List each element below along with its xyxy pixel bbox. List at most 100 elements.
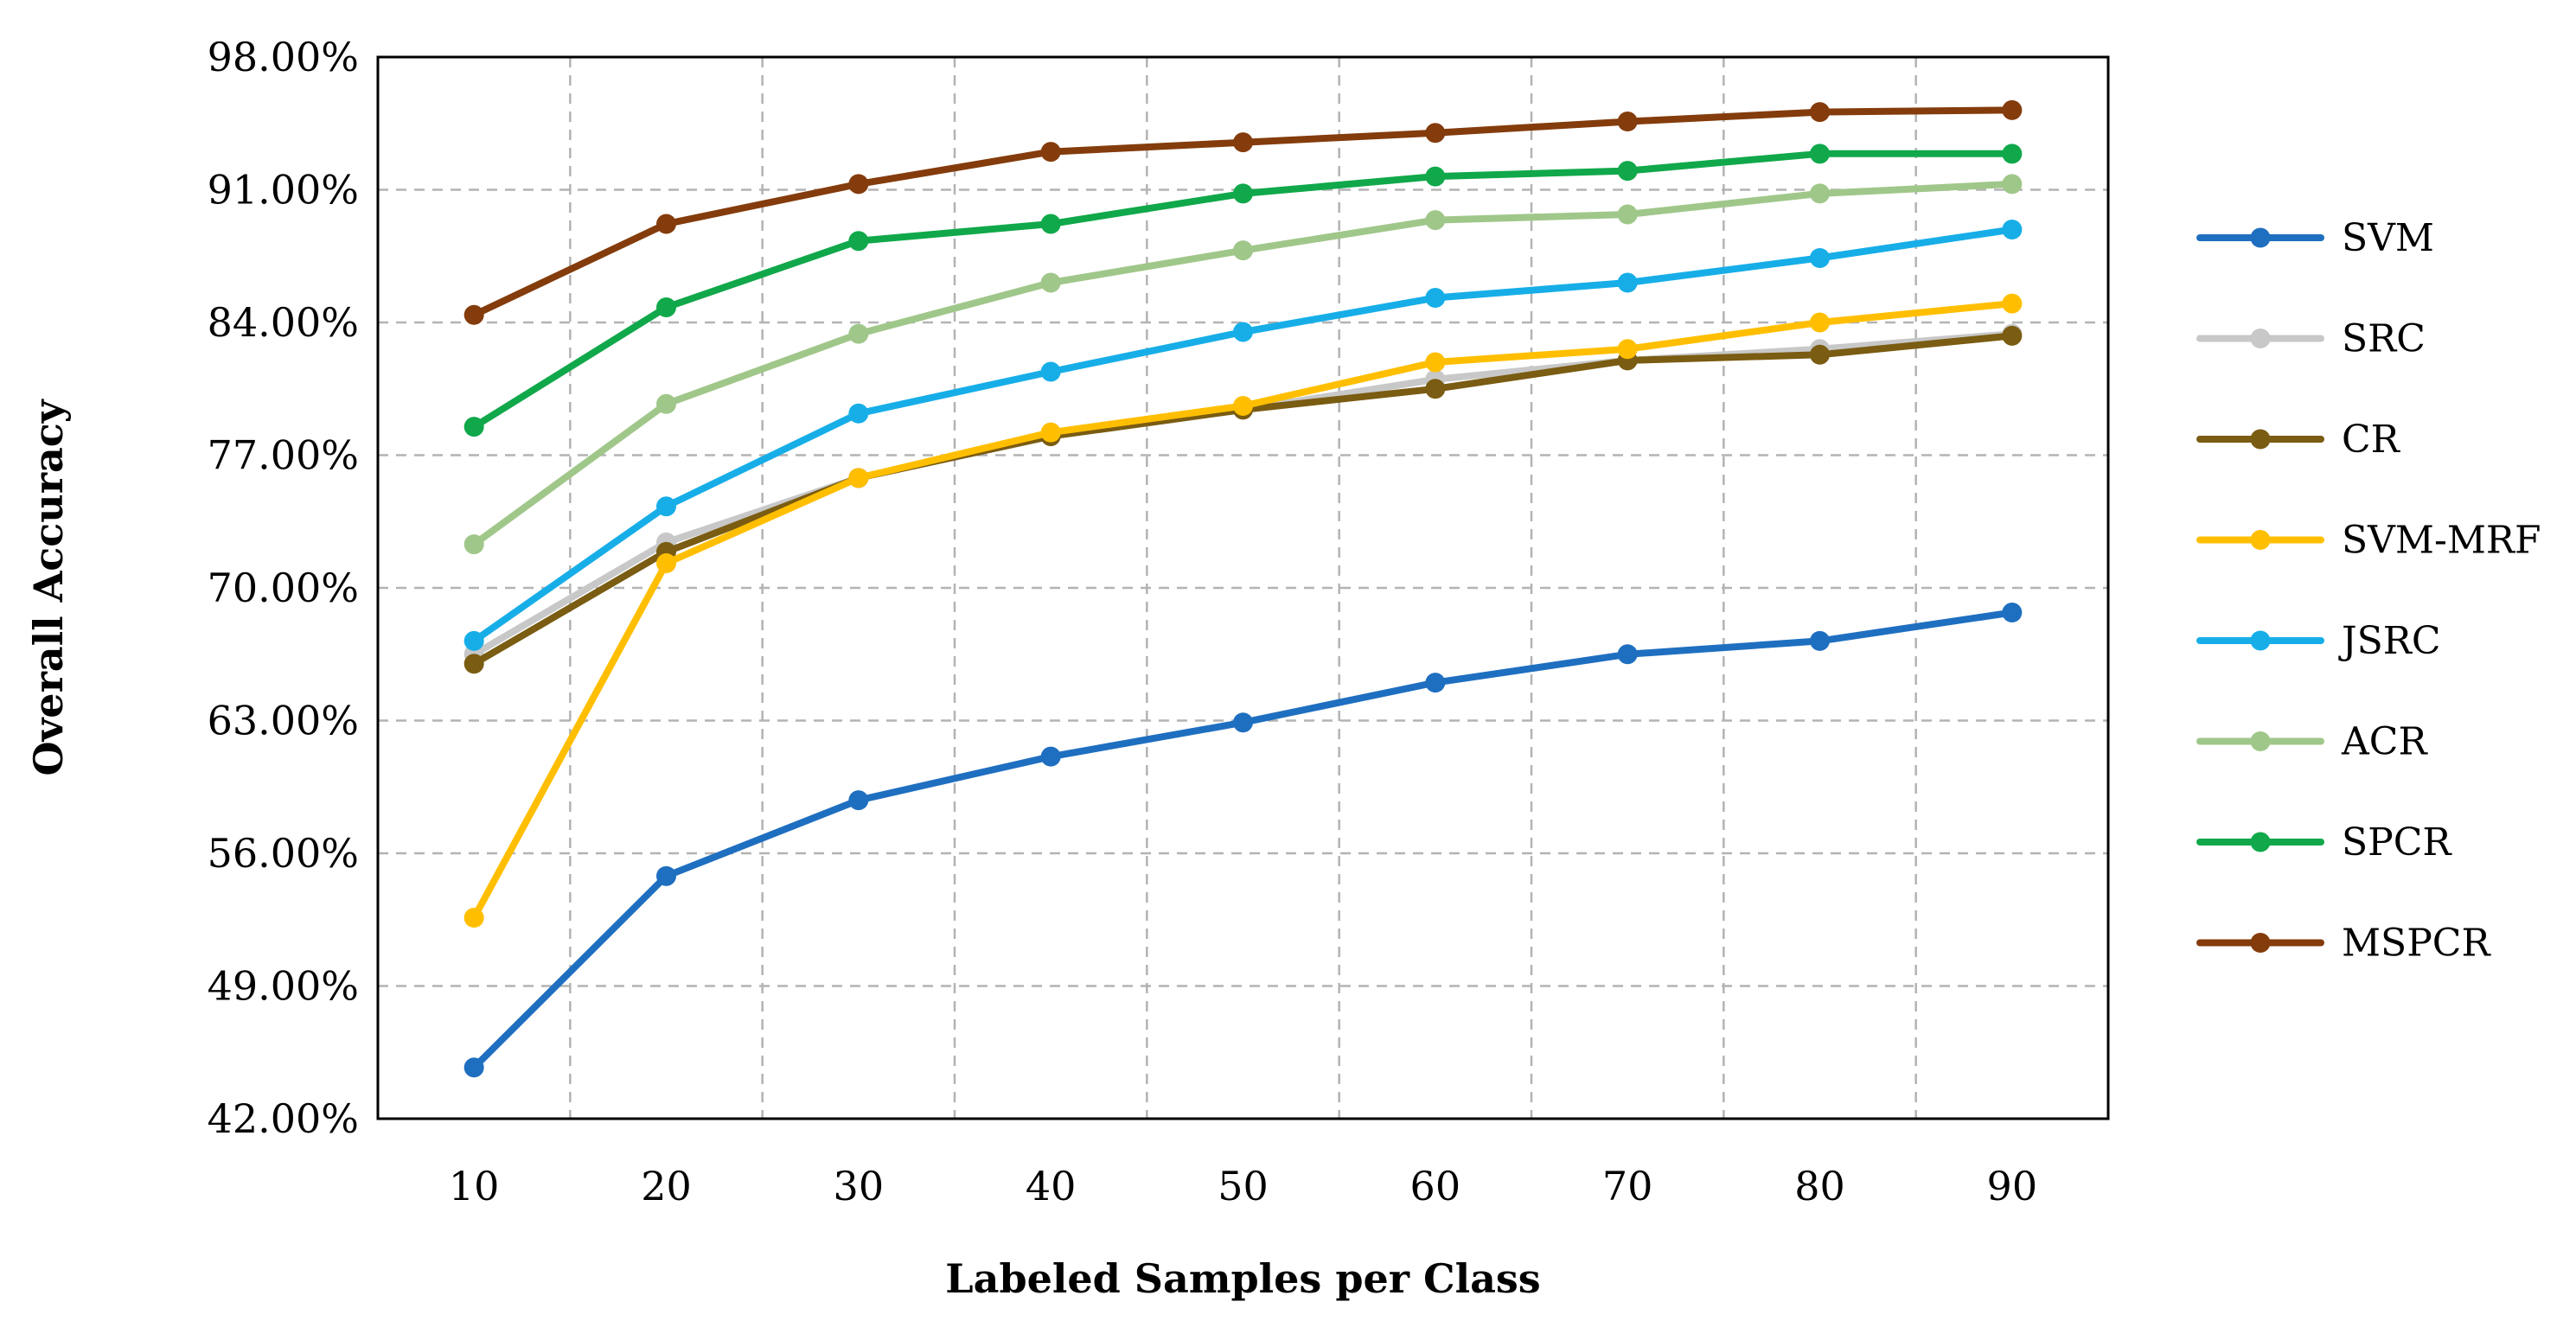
legend-item-spcr: SPCR [2196,820,2452,865]
y-tick-label: 77.00% [208,432,359,479]
data-point-jsrc [848,403,869,424]
legend: SVM SRC CR SVM-MRF JSRC ACR SPCR MSPCR [2196,216,2541,966]
x-tick-label: 70 [1602,1163,1653,1209]
y-tick-label: 42.00% [208,1095,359,1142]
legend-label: SVM [2342,216,2434,260]
data-point-spcr [1233,183,1253,204]
data-point-svm [1040,746,1061,767]
data-point-svm [463,1057,484,1078]
series-acr [463,174,2023,555]
data-point-acr [1425,210,1446,231]
legend-swatch-marker [2250,329,2271,348]
legend-swatch-marker [2250,832,2271,852]
data-point-spcr [848,231,869,252]
data-point-svm [2002,603,2023,623]
series-cr [463,325,2023,674]
data-point-svm [1617,644,1638,665]
data-point-jsrc [1040,361,1061,382]
series-jsrc [463,220,2023,651]
data-point-cr [463,654,484,674]
data-point-acr [1810,183,1830,204]
data-point-svm [1425,673,1446,693]
x-tick-label: 60 [1410,1163,1461,1209]
data-point-mspcr [463,304,484,325]
data-point-svm [656,865,676,886]
data-point-svm [848,790,869,811]
legend-swatch-marker [2250,630,2271,651]
series-svm [463,603,2023,1078]
data-point-svm-mrf [1040,422,1061,443]
data-point-svm-mrf [1617,339,1638,360]
data-point-mspcr [848,174,869,195]
y-tick-label: 49.00% [208,963,359,1010]
plot-frame [376,55,2110,1120]
data-point-mspcr [1425,123,1446,144]
data-point-spcr [1040,214,1061,234]
y-tick-label: 63.00% [208,698,359,744]
data-point-svm-mrf [463,908,484,929]
legend-swatch-marker [2250,429,2271,450]
data-point-svm-mrf [1233,395,1253,416]
data-point-jsrc [1617,272,1638,293]
data-point-acr [656,393,676,414]
data-point-spcr [463,417,484,437]
series-line-cr [470,332,2016,667]
legend-item-src: SRC [2196,317,2426,361]
data-point-mspcr [1040,142,1061,163]
data-point-jsrc [1233,322,1253,342]
x-tick-label: 90 [1987,1163,2038,1209]
legend-label: SRC [2342,317,2426,361]
data-point-jsrc [2002,220,2023,240]
series-line-src [470,330,2016,658]
y-tick-label: 70.00% [208,565,359,611]
data-point-acr [1233,240,1253,261]
legend-swatch-marker [2250,731,2271,751]
data-point-svm [1233,712,1253,733]
data-point-spcr [2002,144,2023,164]
legend-label: MSPCR [2342,922,2491,966]
legend-swatch-marker [2250,933,2271,953]
legend-item-acr: ACR [2196,720,2428,764]
data-point-jsrc [1425,287,1446,308]
y-tick-label: 98.00% [208,34,359,80]
data-point-cr [1810,344,1830,365]
x-tick-label: 80 [1794,1163,1845,1209]
legend-label: SVM-MRF [2342,519,2541,563]
data-point-svm [1810,630,1830,651]
x-tick-label: 20 [641,1163,692,1209]
data-point-acr [2002,174,2023,195]
legend-label: JSRC [2338,619,2441,663]
series-layer [463,99,2023,1078]
legend-label: ACR [2341,720,2428,764]
data-point-acr [1040,272,1061,293]
legend-item-svm-mrf: SVM-MRF [2196,519,2541,563]
legend-item-mspcr: MSPCR [2196,922,2491,966]
data-point-mspcr [1233,132,1253,153]
data-point-jsrc [463,630,484,651]
series-mspcr [463,99,2023,325]
data-point-spcr [1425,166,1446,187]
data-point-jsrc [656,496,676,517]
legend-swatch-marker [2250,530,2271,550]
data-point-jsrc [1810,247,1830,268]
x-axis-title: Labeled Samples per Class [945,1255,1540,1302]
data-point-svm-mrf [1810,312,1830,333]
grid-layer [378,57,2108,1119]
legend-label: CR [2342,418,2401,462]
data-point-mspcr [1617,112,1638,132]
data-point-spcr [1617,161,1638,182]
y-tick-label: 84.00% [208,299,359,346]
data-point-acr [848,323,869,344]
x-tick-label: 40 [1026,1163,1077,1209]
legend-label: SPCR [2342,820,2452,865]
axis-layer: 42.00% 49.00% 56.00% 63.00% 70.00% 77.00% 84.0… [25,34,2110,1302]
legend-swatch-marker [2250,227,2271,248]
data-point-cr [2002,325,2023,346]
x-tick-label: 10 [449,1163,500,1209]
series-line-svm [470,609,2016,1071]
data-point-cr [1425,379,1446,399]
data-point-svm-mrf [656,552,676,573]
series-line-svm-mrf [470,300,2016,922]
